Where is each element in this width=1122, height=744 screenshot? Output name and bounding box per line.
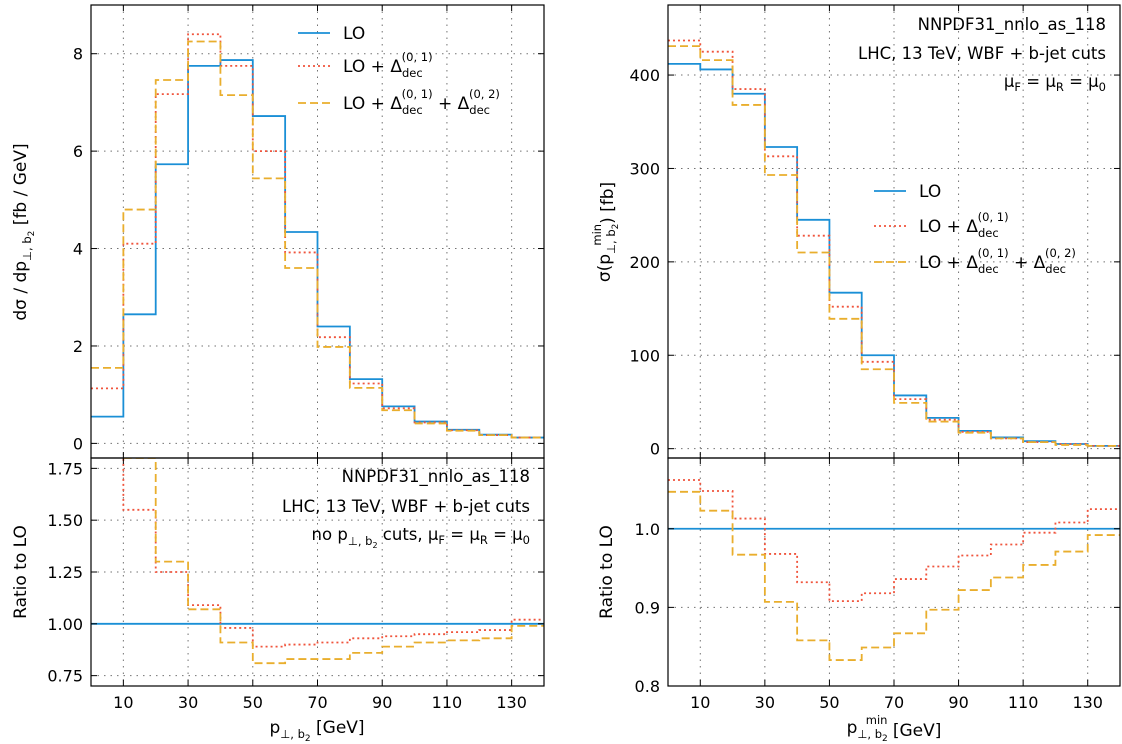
left-top-panel: 0 2 4 6 8 <box>73 4 545 459</box>
y-tick-label: 6 <box>73 142 83 161</box>
y-tick-label: 8 <box>73 45 83 64</box>
x-tick-label: 130 <box>496 693 527 712</box>
plot-frame <box>667 457 1121 687</box>
y-tick-label: 100 <box>629 346 660 365</box>
left-ratio-panel: 10 30 50 70 90 110 130 0.75 1.00 1.25 1.50 1.75 <box>47 457 545 712</box>
pdf-label-left: NNPDF31_nnlo_as_118 <box>342 467 530 487</box>
right-xlabel: p⊥, b2min [GeV] <box>847 713 942 744</box>
y-tick-label: 300 <box>629 159 660 178</box>
lhc-label-right: LHC, 13 TeV, WBF + b-jet cuts <box>858 44 1106 63</box>
x-tick-label: 10 <box>690 693 710 712</box>
x-tick-label: 70 <box>884 693 904 712</box>
x-tick-label: 90 <box>372 693 392 712</box>
plot-frame <box>90 457 545 687</box>
series-dec02-step <box>668 490 1120 661</box>
lhc-label-left: LHC, 13 TeV, WBF + b-jet cuts <box>282 497 530 516</box>
legend-label-dec01: LO + Δdec(0, 1) <box>343 50 433 80</box>
scale-label-left: no p⊥, b2 cuts, μF = μR = μ0 <box>312 525 530 550</box>
y-tick-label: 1.00 <box>47 615 83 634</box>
left-xlabel: p⊥, b2 [GeV] <box>269 718 364 744</box>
x-tick-label: 30 <box>178 693 198 712</box>
series-dec02-step <box>91 40 544 439</box>
y-tick-label: 1.50 <box>47 511 83 530</box>
x-tick-label: 10 <box>113 693 133 712</box>
y-tick-label: 2 <box>73 337 83 356</box>
right-top-ylabel: σ(p⊥, b2min) [fb] <box>590 182 621 282</box>
legend-label-dec02: LO + Δdec(0, 1) + Δdec(0, 2) <box>343 87 500 117</box>
scale-label-right: μF = μR = μ0 <box>1004 72 1106 94</box>
series-dec01-step <box>122 458 544 648</box>
y-tick-label: 200 <box>629 253 660 272</box>
y-tick-label: 0.8 <box>635 677 660 696</box>
x-tick-label: 50 <box>819 693 839 712</box>
series-dec02-step <box>122 458 544 665</box>
y-tick-label: 400 <box>629 66 660 85</box>
left-top-legend: LO LO + Δdec(0, 1) LO + Δdec(0, 1) + Δde… <box>298 24 500 117</box>
series-dec01-step <box>668 479 1120 602</box>
legend-label-dec02: LO + Δdec(0, 1) + Δdec(0, 2) <box>919 246 1076 276</box>
left-ratio-annotation: NNPDF31_nnlo_as_118 LHC, 13 TeV, WBF + b… <box>282 467 530 550</box>
left-bottom-ylabel: Ratio to LO <box>11 525 31 619</box>
y-tick-label: 0.9 <box>635 598 660 617</box>
y-tick-label: 0.75 <box>47 667 83 686</box>
left-top-ylabel: dσ / dp⊥, b2 [fb / GeV] <box>11 143 37 320</box>
legend-label-lo: LO <box>343 24 365 44</box>
x-tick-label: 30 <box>755 693 775 712</box>
y-tick-label: 1.25 <box>47 563 83 582</box>
y-tick-label: 1.0 <box>635 520 660 539</box>
y-tick-label: 0 <box>73 434 83 453</box>
x-tick-label: 70 <box>307 693 327 712</box>
x-tick-label: 50 <box>243 693 263 712</box>
x-tick-label: 130 <box>1072 693 1103 712</box>
x-tick-label: 90 <box>948 693 968 712</box>
series-dec02-step <box>668 45 1120 447</box>
x-tick-label: 110 <box>432 693 463 712</box>
y-tick-label: 1.75 <box>47 459 83 478</box>
y-tick-label: 4 <box>73 240 83 259</box>
right-top-legend: LO LO + Δdec(0, 1) LO + Δdec(0, 1) + Δde… <box>874 182 1076 276</box>
x-tick-label: 110 <box>1008 693 1039 712</box>
legend-label-dec01: LO + Δdec(0, 1) <box>919 210 1009 240</box>
right-ratio-panel: 10 30 50 70 90 110 130 0.8 0.9 1.0 <box>635 457 1121 712</box>
y-tick-label: 0 <box>650 440 660 459</box>
pdf-label-right: NNPDF31_nnlo_as_118 <box>918 15 1106 35</box>
right-bottom-ylabel: Ratio to LO <box>597 525 617 619</box>
right-top-annotation: NNPDF31_nnlo_as_118 LHC, 13 TeV, WBF + b… <box>858 15 1106 94</box>
legend-label-lo: LO <box>919 182 941 202</box>
series-dec01-step <box>668 39 1120 447</box>
